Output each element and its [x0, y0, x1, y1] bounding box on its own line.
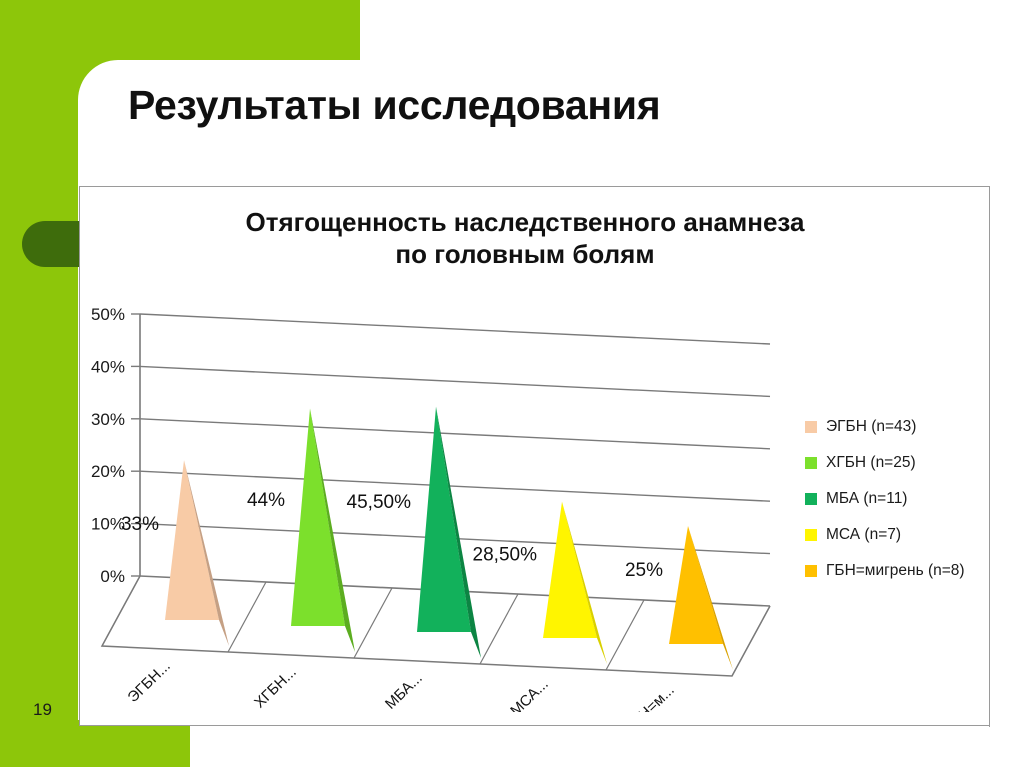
bar-face-front	[291, 408, 345, 626]
legend-swatch-icon	[805, 493, 817, 505]
bar-face-front	[543, 501, 597, 638]
legend-swatch-icon	[805, 457, 817, 469]
legend-label: ХГБН (n=25)	[826, 454, 916, 471]
legend-label: ГБН=мигрень (n=8)	[826, 562, 965, 579]
value-labels-group: 33% 44% 45,50% 28,50% 25%	[121, 490, 663, 581]
bar-face-front	[669, 526, 723, 644]
bar-pyramid[interactable]	[543, 501, 607, 664]
ytick-labels-group: 50% 40% 30% 20% 10% 0%	[91, 305, 125, 586]
legend-item[interactable]: МБА (n=11)	[805, 481, 995, 517]
gridline	[139, 365, 771, 398]
slide-title: Результаты исследования	[128, 82, 661, 128]
value-label: 45,50%	[347, 492, 412, 513]
y-tick-label: 10%	[91, 515, 125, 534]
gridline	[139, 470, 771, 502]
bar-pyramid[interactable]	[165, 460, 229, 646]
value-label: 33%	[121, 514, 159, 535]
bar-face-front	[417, 406, 471, 632]
value-label: 44%	[247, 490, 285, 511]
legend-label: МСА (n=7)	[826, 526, 902, 543]
bar-face-side	[688, 526, 733, 670]
category-divider	[605, 599, 645, 671]
category-divider	[353, 587, 393, 659]
category-divider	[731, 605, 771, 677]
plot-area: 50% 40% 30% 20% 10% 0% ЭГБН... ХГБН... МБА... МС…	[80, 292, 780, 712]
legend-item[interactable]: ЭГБН (n=43)	[805, 409, 995, 445]
legend-label: ЭГБН (n=43)	[826, 418, 917, 435]
legend-swatch-icon	[805, 421, 817, 433]
category-divider	[479, 593, 519, 665]
legend-divider	[989, 187, 990, 727]
category-label: ГБН=м...	[623, 682, 678, 712]
y-tick-label: 20%	[91, 462, 125, 481]
legend-item[interactable]: ГБН=мигрень (n=8)	[805, 553, 995, 589]
category-divider	[227, 581, 267, 653]
legend-item[interactable]: МСА (n=7)	[805, 517, 995, 553]
chart-svg: 50% 40% 30% 20% 10% 0% ЭГБН... ХГБН... МБА... МС…	[91, 305, 771, 712]
category-label: ХГБН...	[251, 664, 300, 712]
value-label: 25%	[625, 560, 663, 581]
y-tick-label: 50%	[91, 305, 125, 324]
chart-title-line-2: по головным болям	[395, 238, 655, 269]
legend-swatch-icon	[805, 529, 817, 541]
value-label: 28,50%	[473, 544, 538, 565]
category-divider	[101, 575, 141, 647]
category-label: МСА...	[507, 676, 552, 712]
gridline	[139, 313, 771, 345]
legend-item[interactable]: ХГБН (n=25)	[805, 445, 995, 481]
bar-pyramid[interactable]	[669, 526, 733, 670]
gridlines-group	[131, 313, 771, 607]
legend-label: МБА (n=11)	[826, 490, 908, 507]
chart-legend: ЭГБН (n=43) ХГБН (n=25) МБА (n=11) МСА (n=7…	[805, 409, 995, 589]
y-tick-label: 0%	[100, 567, 125, 586]
page-number: 19	[33, 700, 52, 719]
category-labels-group: ЭГБН... ХГБН... МБА... МСА... ГБН=м...	[124, 658, 677, 712]
bar-face-front	[165, 460, 219, 620]
category-label: ЭГБН...	[124, 658, 173, 706]
chart-object[interactable]: Отягощенность наследственного анамнеза п…	[79, 186, 990, 727]
bar-face-side	[436, 406, 481, 658]
axes-group	[100, 314, 771, 677]
y-tick-label: 30%	[91, 410, 125, 429]
gridline	[139, 418, 771, 450]
chart-title-line-1: Отягощенность наследственного анамнеза	[245, 207, 805, 237]
bar-pyramid[interactable]	[291, 408, 355, 652]
legend-swatch-icon	[805, 565, 817, 577]
chart-title: Отягощенность наследственного анамнеза п…	[140, 207, 910, 270]
category-label: МБА...	[382, 670, 426, 712]
bar-pyramid[interactable]	[417, 406, 481, 658]
y-tick-label: 40%	[91, 357, 125, 376]
bars-group	[165, 406, 733, 670]
